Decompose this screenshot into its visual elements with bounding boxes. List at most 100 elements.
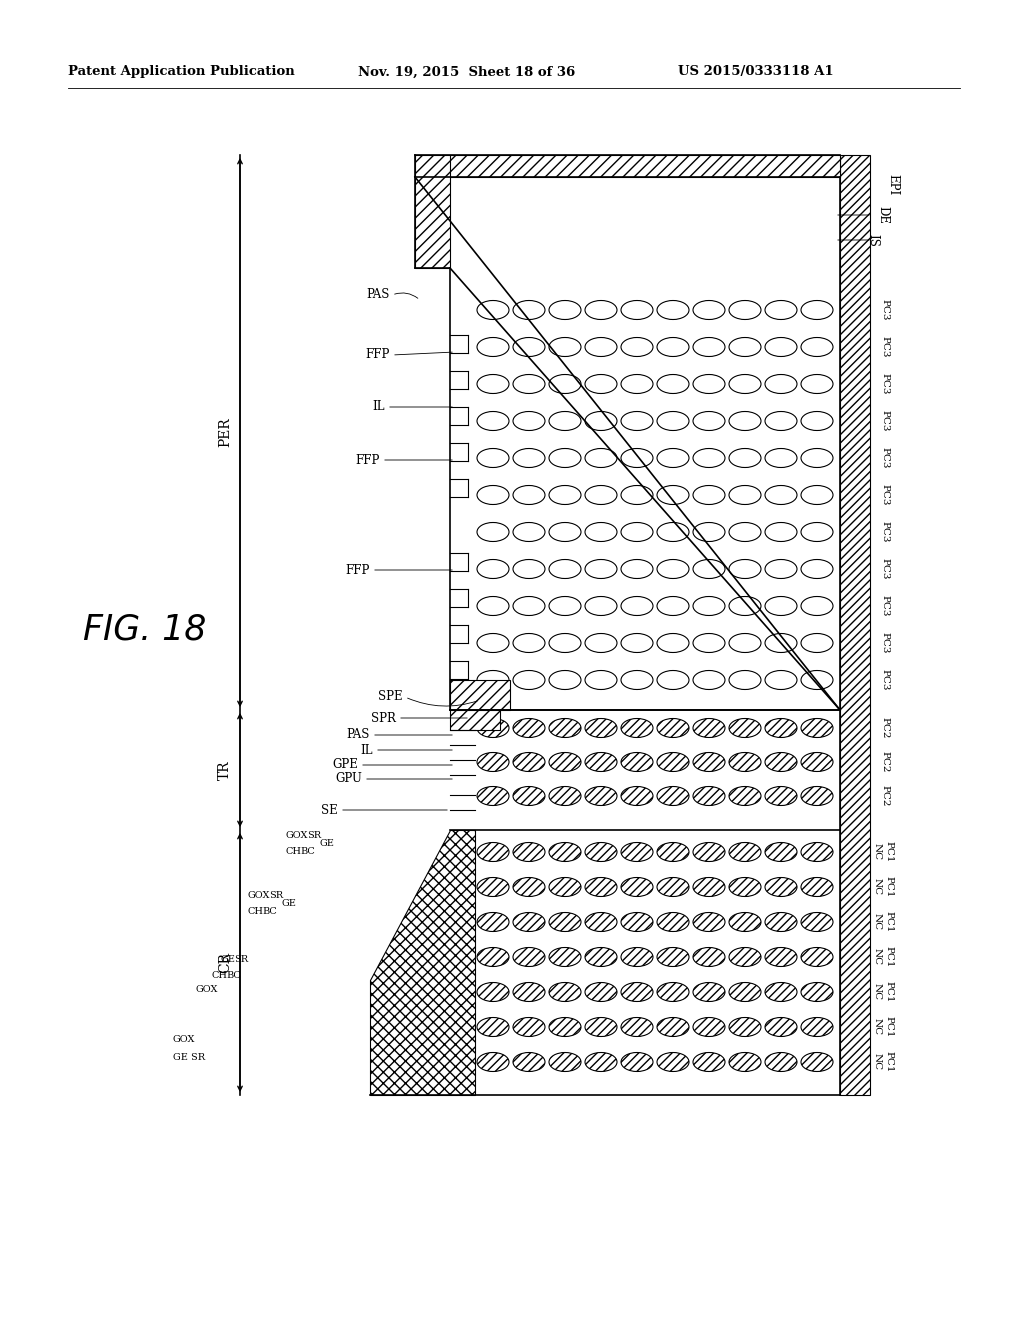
- Text: GE: GE: [282, 899, 296, 908]
- Text: PC3: PC3: [881, 484, 890, 506]
- Text: PC3: PC3: [881, 558, 890, 579]
- Ellipse shape: [801, 1052, 833, 1072]
- Text: Patent Application Publication: Patent Application Publication: [68, 66, 295, 78]
- Ellipse shape: [621, 752, 653, 771]
- Ellipse shape: [513, 842, 545, 862]
- Ellipse shape: [477, 752, 509, 771]
- Text: BC: BC: [262, 908, 278, 916]
- Ellipse shape: [801, 878, 833, 896]
- Ellipse shape: [801, 718, 833, 738]
- Ellipse shape: [765, 1052, 797, 1072]
- Ellipse shape: [693, 1052, 725, 1072]
- Text: PC1: PC1: [885, 1016, 894, 1038]
- Ellipse shape: [729, 878, 761, 896]
- Ellipse shape: [729, 948, 761, 966]
- Text: DE: DE: [877, 206, 890, 224]
- Text: PC1: PC1: [885, 876, 894, 898]
- Ellipse shape: [801, 752, 833, 771]
- Text: PC3: PC3: [881, 337, 890, 358]
- Ellipse shape: [477, 878, 509, 896]
- Ellipse shape: [657, 787, 689, 805]
- Text: PC2: PC2: [881, 717, 890, 739]
- Ellipse shape: [765, 842, 797, 862]
- Ellipse shape: [585, 1052, 617, 1072]
- Ellipse shape: [621, 982, 653, 1002]
- Ellipse shape: [549, 982, 581, 1002]
- Text: FFP: FFP: [366, 348, 390, 362]
- Ellipse shape: [657, 878, 689, 896]
- Ellipse shape: [729, 982, 761, 1002]
- Text: NC: NC: [872, 949, 882, 965]
- Ellipse shape: [729, 1052, 761, 1072]
- Ellipse shape: [513, 912, 545, 932]
- Ellipse shape: [585, 912, 617, 932]
- Ellipse shape: [657, 718, 689, 738]
- Ellipse shape: [621, 912, 653, 932]
- Text: PAS: PAS: [367, 289, 390, 301]
- Ellipse shape: [585, 842, 617, 862]
- Text: IS: IS: [866, 234, 880, 247]
- Ellipse shape: [513, 752, 545, 771]
- Text: SR: SR: [233, 956, 248, 965]
- Ellipse shape: [549, 718, 581, 738]
- Ellipse shape: [621, 718, 653, 738]
- Ellipse shape: [801, 982, 833, 1002]
- Text: GOX: GOX: [172, 1035, 195, 1044]
- Ellipse shape: [765, 752, 797, 771]
- Ellipse shape: [513, 982, 545, 1002]
- Text: PC1: PC1: [885, 946, 894, 968]
- Text: US 2015/0333118 A1: US 2015/0333118 A1: [678, 66, 834, 78]
- Text: NC: NC: [872, 878, 882, 895]
- Ellipse shape: [765, 912, 797, 932]
- Ellipse shape: [549, 842, 581, 862]
- Text: TR: TR: [218, 760, 232, 780]
- Text: PC1: PC1: [885, 1051, 894, 1073]
- Text: SPR: SPR: [371, 711, 396, 725]
- Ellipse shape: [693, 718, 725, 738]
- Text: PC2: PC2: [881, 751, 890, 772]
- Ellipse shape: [549, 1018, 581, 1036]
- Text: GE: GE: [220, 956, 234, 965]
- Ellipse shape: [657, 842, 689, 862]
- Ellipse shape: [693, 842, 725, 862]
- Text: PC3: PC3: [881, 595, 890, 616]
- Ellipse shape: [621, 842, 653, 862]
- Ellipse shape: [477, 982, 509, 1002]
- Ellipse shape: [657, 912, 689, 932]
- Ellipse shape: [513, 1052, 545, 1072]
- Ellipse shape: [513, 878, 545, 896]
- Ellipse shape: [477, 948, 509, 966]
- Text: PC1: PC1: [885, 841, 894, 863]
- Ellipse shape: [693, 948, 725, 966]
- Ellipse shape: [729, 912, 761, 932]
- Ellipse shape: [621, 878, 653, 896]
- Ellipse shape: [549, 1052, 581, 1072]
- Ellipse shape: [621, 1052, 653, 1072]
- Ellipse shape: [801, 948, 833, 966]
- Ellipse shape: [729, 752, 761, 771]
- Ellipse shape: [477, 1018, 509, 1036]
- Ellipse shape: [549, 912, 581, 932]
- Ellipse shape: [657, 948, 689, 966]
- Ellipse shape: [585, 878, 617, 896]
- Ellipse shape: [801, 912, 833, 932]
- Text: NC: NC: [872, 1019, 882, 1036]
- Ellipse shape: [765, 718, 797, 738]
- Ellipse shape: [549, 878, 581, 896]
- Text: PC3: PC3: [881, 300, 890, 321]
- Text: FIG. 18: FIG. 18: [83, 612, 207, 647]
- Text: PC1: PC1: [885, 911, 894, 933]
- Text: BC: BC: [300, 847, 315, 857]
- Text: PC3: PC3: [881, 669, 890, 690]
- Text: PC3: PC3: [881, 632, 890, 653]
- Ellipse shape: [765, 878, 797, 896]
- Text: GPU: GPU: [335, 772, 362, 785]
- Ellipse shape: [693, 787, 725, 805]
- Ellipse shape: [765, 1018, 797, 1036]
- Text: CR: CR: [218, 952, 232, 973]
- Text: GPE: GPE: [332, 759, 358, 771]
- Text: PER: PER: [218, 417, 232, 447]
- Text: Nov. 19, 2015  Sheet 18 of 36: Nov. 19, 2015 Sheet 18 of 36: [358, 66, 575, 78]
- Text: NC: NC: [872, 1053, 882, 1071]
- Ellipse shape: [477, 912, 509, 932]
